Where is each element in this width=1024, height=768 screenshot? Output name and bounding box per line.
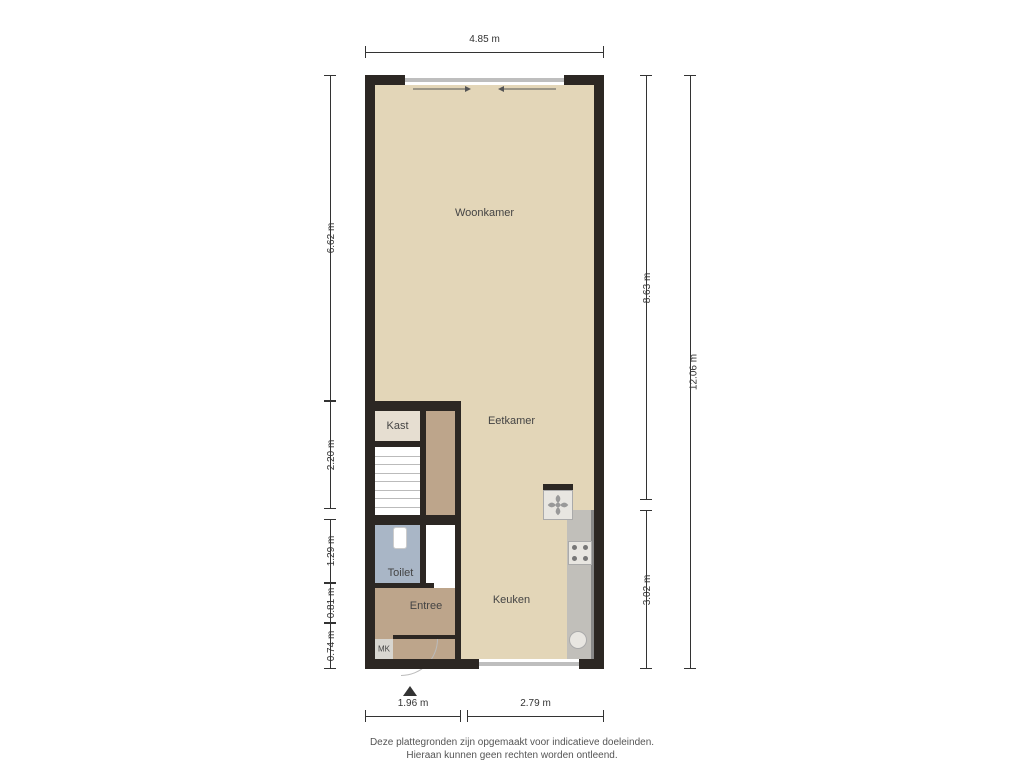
sink [569,631,587,649]
label-keuken: Keuken [493,594,530,606]
disclaimer-line1: Deze plattegronden zijn opgemaakt voor i… [370,737,654,748]
label-eetkamer: Eetkamer [488,415,535,427]
wall-right [594,75,604,669]
window-top [405,75,564,85]
stair-steps [375,447,420,515]
label-entree: Entree [410,600,442,612]
hob [568,541,592,565]
floorplan: Woonkamer Eetkamer Keuken Kast Toilet En… [365,75,604,669]
label-mk: MK [378,645,390,654]
label-kast: Kast [386,420,408,432]
sliding-arrows-icon [405,86,564,92]
window-bottom-glass [479,662,579,666]
label-woonkamer: Woonkamer [455,207,514,219]
disclaimer-line2: Hieraan kunnen geen rechten worden ontle… [406,750,617,761]
cooktop-unit [543,490,573,520]
toilet-fixture [393,527,407,549]
window-top-glass [405,78,564,82]
room-woonkamer [375,85,594,401]
wall-left [365,75,375,669]
window-bottom [479,659,579,669]
label-toilet: Toilet [388,567,414,579]
door-arc [401,639,438,676]
disclaimer: Deze plattegronden zijn opgemaakt voor i… [0,736,1024,762]
floorplan-stage: Woonkamer Eetkamer Keuken Kast Toilet En… [0,0,1024,768]
entry-arrow-icon [403,686,417,696]
fan-icon [544,491,572,519]
